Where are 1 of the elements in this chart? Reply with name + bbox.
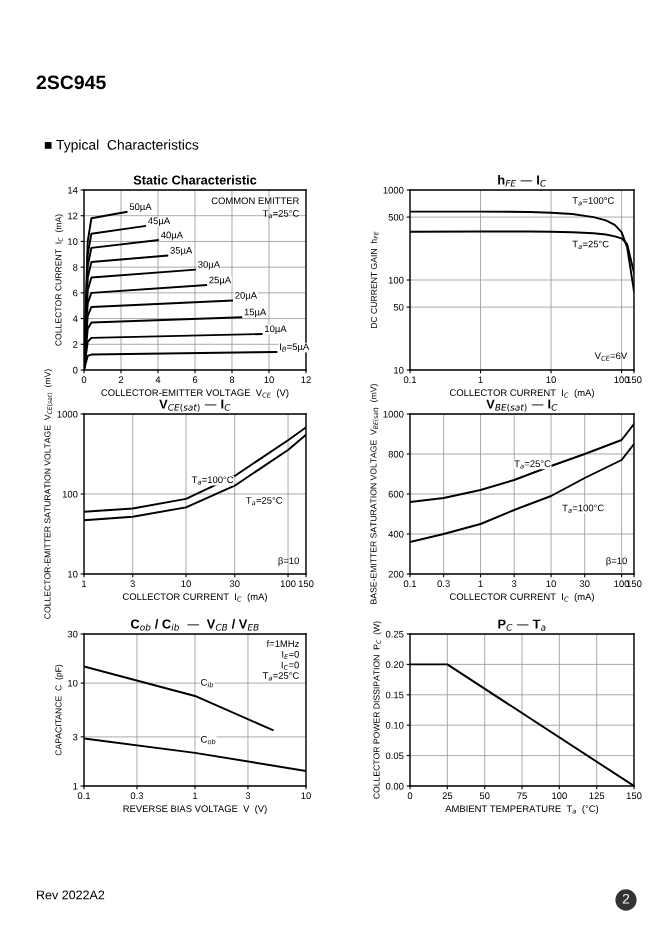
text: 2SC945 [36, 75, 106, 90]
